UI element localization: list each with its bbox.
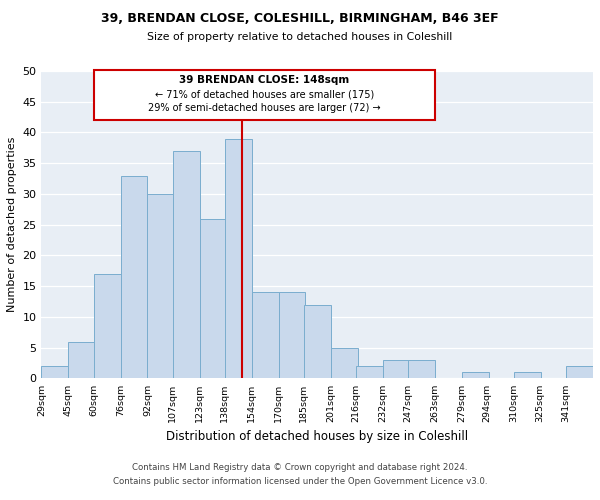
Bar	[462, 372, 489, 378]
Bar	[173, 151, 200, 378]
Bar	[331, 348, 358, 378]
Text: 29% of semi-detached houses are larger (72) →: 29% of semi-detached houses are larger (…	[148, 103, 380, 113]
Bar	[225, 138, 251, 378]
Bar	[383, 360, 410, 378]
FancyBboxPatch shape	[94, 70, 435, 120]
Text: 39 BRENDAN CLOSE: 148sqm: 39 BRENDAN CLOSE: 148sqm	[179, 76, 349, 86]
Bar	[94, 274, 121, 378]
Bar	[121, 176, 148, 378]
Bar	[68, 342, 95, 378]
Text: Size of property relative to detached houses in Coleshill: Size of property relative to detached ho…	[148, 32, 452, 42]
Text: ← 71% of detached houses are smaller (175): ← 71% of detached houses are smaller (17…	[155, 90, 374, 100]
Bar	[41, 366, 68, 378]
Text: 39, BRENDAN CLOSE, COLESHILL, BIRMINGHAM, B46 3EF: 39, BRENDAN CLOSE, COLESHILL, BIRMINGHAM…	[101, 12, 499, 26]
Bar	[278, 292, 305, 378]
Bar	[356, 366, 383, 378]
Bar	[514, 372, 541, 378]
Bar	[304, 304, 331, 378]
Text: Contains public sector information licensed under the Open Government Licence v3: Contains public sector information licen…	[113, 477, 487, 486]
Bar	[251, 292, 278, 378]
Bar	[408, 360, 435, 378]
Bar	[200, 218, 226, 378]
X-axis label: Distribution of detached houses by size in Coleshill: Distribution of detached houses by size …	[166, 430, 469, 443]
Bar	[566, 366, 593, 378]
Y-axis label: Number of detached properties: Number of detached properties	[7, 137, 17, 312]
Text: Contains HM Land Registry data © Crown copyright and database right 2024.: Contains HM Land Registry data © Crown c…	[132, 464, 468, 472]
Bar	[148, 194, 175, 378]
